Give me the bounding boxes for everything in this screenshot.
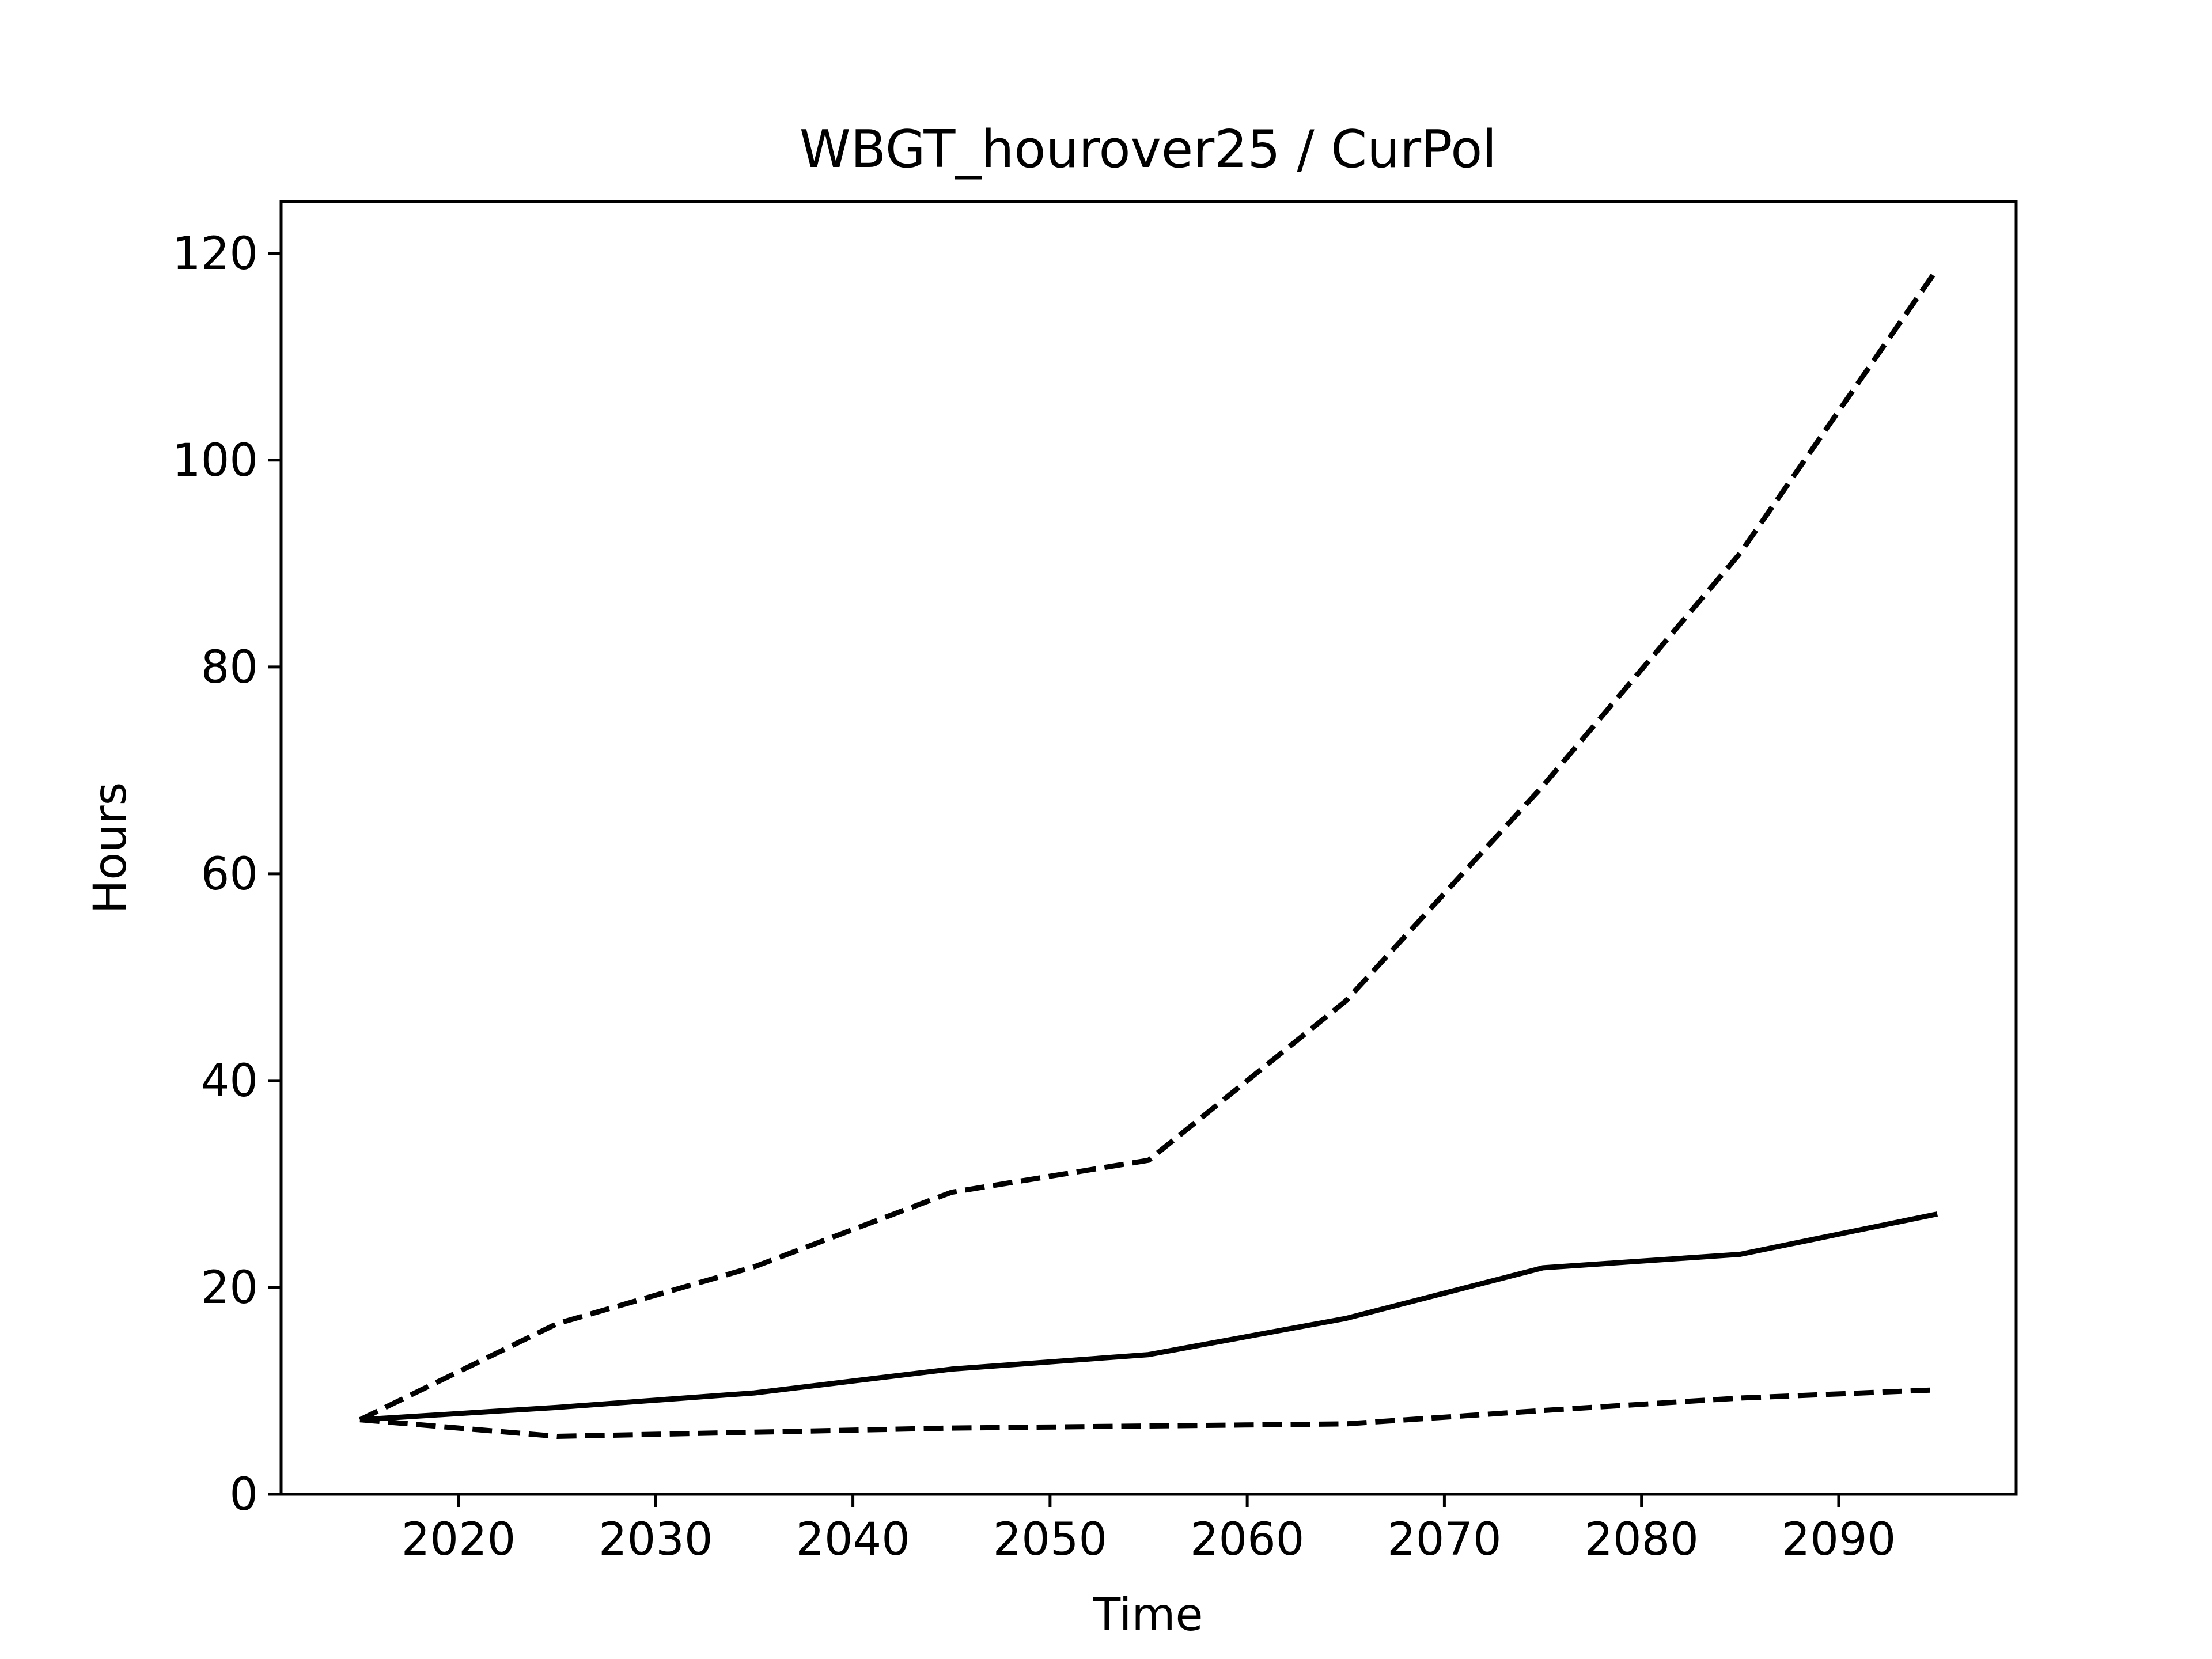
series-layer (358, 267, 1940, 1439)
series-line-dashed-1 (358, 267, 1940, 1422)
y-axis-label: Hours (85, 782, 137, 914)
x-tick-label: 2020 (402, 1514, 516, 1566)
series-line-solid (359, 1211, 1938, 1423)
y-axis: 0 20 40 60 80 100 120 (172, 228, 281, 1521)
y-tick-label: 60 (201, 849, 258, 900)
chart-title: WBGT_hourover25 / CurPol (800, 119, 1497, 180)
y-tick-label: 100 (172, 435, 258, 487)
x-tick-label: 2040 (796, 1514, 910, 1566)
y-tick-label: 120 (172, 228, 258, 280)
x-tick-label: 2070 (1387, 1514, 1502, 1566)
x-tick-label: 2050 (993, 1514, 1108, 1566)
x-axis-label: Time (1093, 1589, 1203, 1641)
x-axis: 2020 2030 2040 2050 2060 2070 2080 2090 (402, 1494, 1896, 1566)
axes-frame (279, 200, 2018, 1496)
y-tick-label: 20 (201, 1262, 258, 1314)
y-tick-label: 40 (201, 1055, 258, 1107)
x-tick-label: 2090 (1782, 1514, 1896, 1566)
x-tick-label: 2030 (599, 1514, 713, 1566)
x-tick-label: 2080 (1584, 1514, 1699, 1566)
y-tick-label: 0 (229, 1469, 258, 1521)
series-line-dashed-2 (359, 1387, 1938, 1439)
plot-area (279, 200, 2018, 1496)
y-tick-label: 80 (201, 642, 258, 694)
x-tick-label: 2060 (1190, 1514, 1305, 1566)
